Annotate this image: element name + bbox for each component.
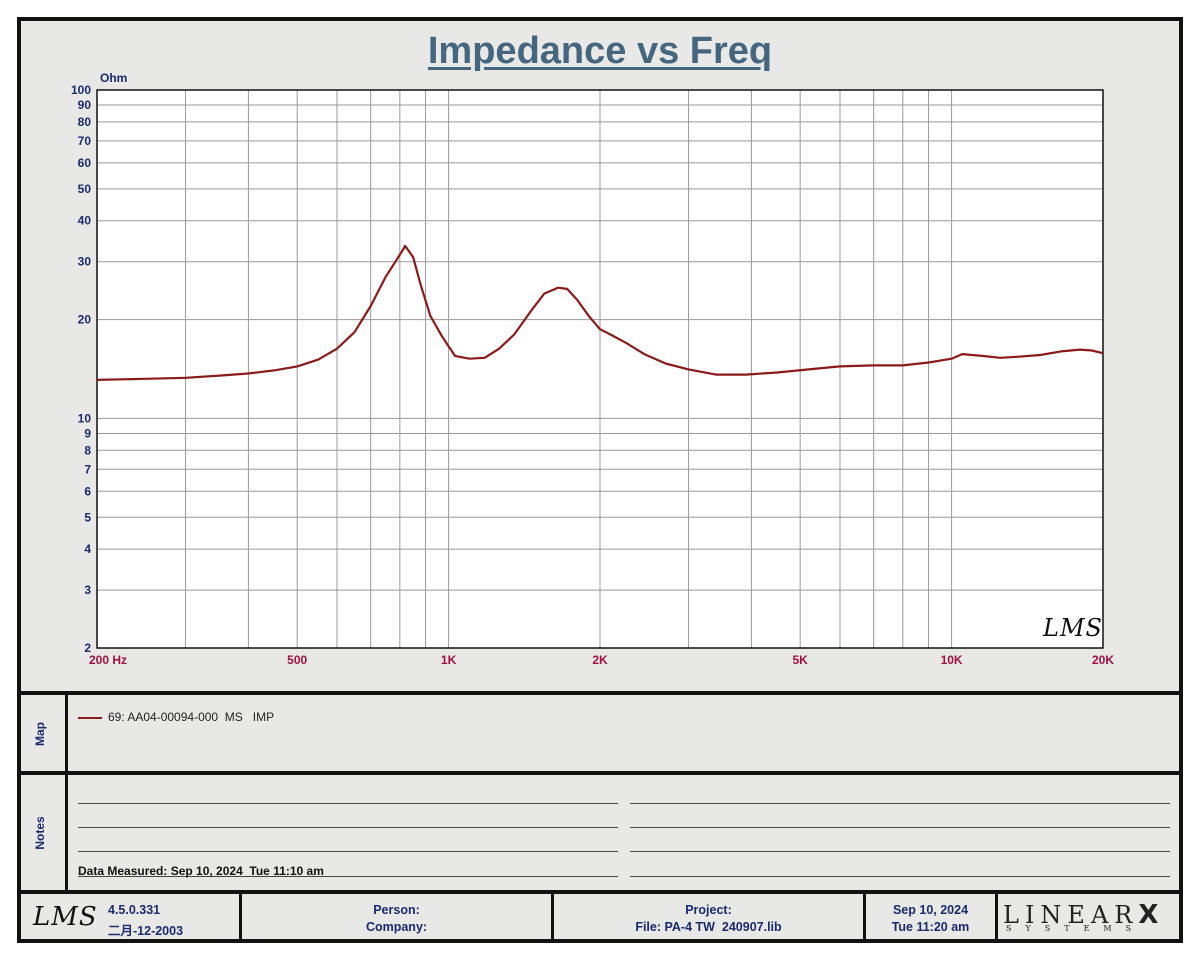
report-time: Tue 11:20 am: [891, 920, 970, 934]
linearx-logo: LINEARX: [1003, 900, 1158, 930]
note-line: [78, 876, 618, 877]
map-legend-entry: 69: AA04-00094-000 MS IMP: [78, 710, 274, 724]
series-swatch: [78, 716, 102, 719]
linearx-brand-text: LINEAR: [1003, 901, 1139, 929]
map-legend-text: 69: AA04-00094-000 MS IMP: [108, 710, 275, 724]
note-line: [630, 827, 1170, 828]
footer-divider: [995, 893, 998, 941]
build-date-text: 二月-12-2003: [108, 924, 184, 938]
divider-map-notes: [17, 771, 1183, 775]
note-line: [630, 803, 1170, 804]
company-label: Company:: [365, 920, 428, 934]
divider-notes-footer: [17, 890, 1183, 894]
file-label: File: PA-4 TW 240907.lib: [635, 920, 782, 934]
linearx-x-mark: X: [1138, 900, 1159, 930]
project-label: Project:: [685, 903, 732, 917]
footer-divider: [239, 893, 242, 941]
notes-section-label: Notes: [33, 816, 47, 850]
footer-divider: [551, 893, 554, 941]
linearx-systems-text: SYSTEMS: [1006, 924, 1146, 933]
note-line: [78, 851, 618, 852]
lms-report-frame: [17, 17, 1183, 943]
note-line: [630, 851, 1170, 852]
note-line: [78, 827, 618, 828]
person-label: Person:: [373, 903, 420, 917]
version-text: 4.5.0.331: [108, 903, 161, 917]
side-label-divider: [65, 693, 68, 892]
data-measured-text: Data Measured: Sep 10, 2024 Tue 11:10 am: [78, 864, 324, 878]
report-date: Sep 10, 2024: [892, 903, 969, 917]
map-section-label: Map: [33, 722, 47, 746]
chart-title: Impedance vs Freq: [427, 30, 773, 72]
footer-divider: [863, 893, 866, 941]
note-line: [78, 803, 618, 804]
lms-logo: LMS: [33, 902, 98, 932]
note-line: [630, 876, 1170, 877]
divider-chart-map: [17, 691, 1183, 695]
